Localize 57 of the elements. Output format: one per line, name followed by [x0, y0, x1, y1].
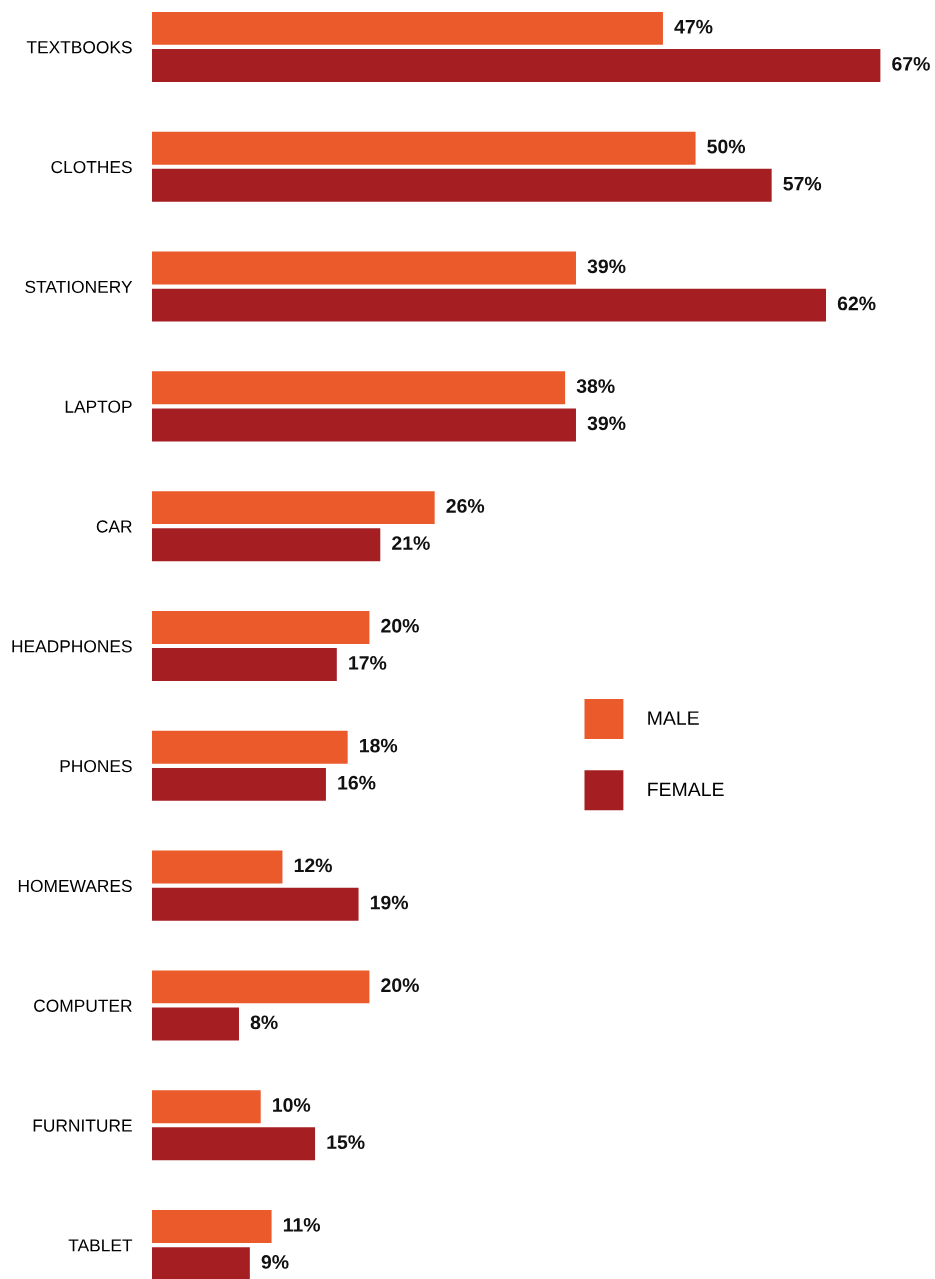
data-label: 57%	[783, 176, 822, 191]
data-label: 11%	[283, 1217, 321, 1232]
bar	[152, 11, 663, 45]
bar	[152, 528, 381, 562]
bar	[152, 1127, 316, 1161]
bar	[152, 648, 337, 682]
y-tick-label: HEADPHONES	[12, 640, 132, 653]
y-tick-label: STATIONERY	[25, 280, 133, 294]
legend-label: MALE	[648, 711, 699, 725]
y-tick-label: CAR	[96, 520, 132, 533]
y-tick-label: HOMEWARES	[18, 879, 132, 893]
bar	[152, 1247, 250, 1279]
bar	[152, 288, 827, 322]
data-label: 39%	[587, 259, 626, 274]
y-tick-label: COMPUTER	[34, 999, 132, 1012]
y-tick-label: CLOTHES	[51, 160, 132, 174]
bar	[152, 408, 576, 442]
bar	[152, 131, 696, 165]
data-label: 21%	[392, 536, 430, 550]
data-label: 15%	[327, 1135, 365, 1150]
bar	[152, 1210, 272, 1243]
data-label: 16%	[338, 775, 376, 790]
y-tick-label: TABLET	[68, 1239, 133, 1252]
bar	[152, 371, 566, 405]
bar	[152, 1090, 261, 1124]
data-label: 9%	[261, 1255, 289, 1269]
data-label: 26%	[446, 499, 485, 513]
bar	[152, 491, 435, 525]
data-label: 38%	[576, 379, 615, 394]
data-label: 47%	[674, 19, 713, 34]
bar	[152, 1007, 239, 1041]
data-label: 17%	[349, 656, 387, 670]
bar	[152, 887, 359, 921]
y-tick-label: FURNITURE	[33, 1119, 132, 1132]
bar	[152, 251, 576, 285]
data-label: 67%	[892, 56, 930, 71]
data-label: 62%	[837, 296, 876, 311]
data-label: 8%	[250, 1015, 278, 1030]
bar	[152, 730, 348, 764]
y-tick-label: PHONES	[60, 759, 132, 773]
data-label: 20%	[381, 978, 419, 993]
data-label: 12%	[294, 858, 332, 873]
bar	[152, 970, 370, 1004]
data-label: 19%	[370, 895, 409, 910]
bar	[152, 850, 283, 884]
bar	[152, 767, 326, 801]
data-label: 10%	[273, 1098, 311, 1112]
y-tick-label: LAPTOP	[65, 400, 132, 413]
data-label: 39%	[587, 416, 626, 431]
data-label: 20%	[381, 618, 419, 633]
data-label: 18%	[360, 738, 398, 753]
bar	[152, 610, 370, 644]
bar	[152, 49, 881, 82]
legend-label: FEMALE	[648, 782, 724, 797]
bar	[152, 168, 772, 202]
data-label: 50%	[707, 139, 746, 154]
y-tick-label: TEXTBOOKS	[26, 41, 132, 54]
